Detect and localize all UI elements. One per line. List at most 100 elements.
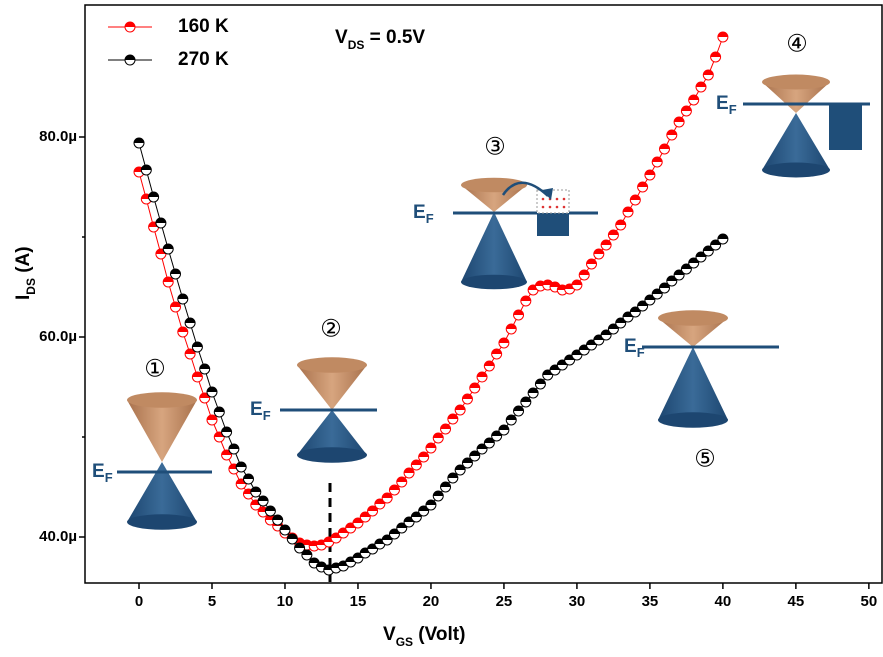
upper-cone-top — [127, 392, 197, 408]
data-point — [403, 467, 415, 479]
data-point — [571, 279, 583, 291]
data-point — [637, 181, 649, 193]
data-point — [418, 451, 430, 463]
data-point — [206, 386, 218, 398]
x-tick-label: 5 — [208, 593, 216, 610]
upper-cone-top — [762, 74, 830, 90]
data-point — [447, 472, 459, 484]
data-point — [622, 206, 634, 218]
data-point — [666, 275, 678, 287]
fermi-label-main: E — [624, 336, 637, 357]
lower-cone-base — [658, 412, 728, 428]
upper-cone-top — [461, 177, 527, 193]
lower-cone-base — [762, 162, 830, 178]
diagram-number: ② — [320, 315, 342, 342]
x-tick-label: 15 — [350, 593, 367, 610]
data-point — [644, 294, 656, 306]
data-point — [476, 443, 488, 455]
x-axis-label: VGS (Volt) — [383, 624, 465, 649]
data-point — [600, 239, 612, 251]
y-tick-label: 40.0µ — [39, 528, 77, 545]
data-point — [199, 392, 211, 404]
data-point — [410, 511, 422, 523]
data-point — [388, 528, 400, 540]
data-point — [206, 414, 218, 426]
fermi-label-sub: F — [426, 211, 434, 226]
data-point — [235, 461, 247, 473]
data-point — [651, 288, 663, 300]
data-point — [527, 387, 539, 399]
data-point — [140, 164, 152, 176]
diagram-number: ④ — [786, 30, 808, 57]
data-point — [396, 522, 408, 534]
x-tick-label: 35 — [642, 593, 659, 610]
data-point — [498, 337, 510, 349]
data-point — [688, 257, 700, 269]
data-point — [272, 514, 284, 526]
data-point — [483, 437, 495, 449]
x-tick-label: 30 — [569, 593, 586, 610]
data-point — [221, 426, 233, 438]
data-point — [177, 326, 189, 338]
fermi-label: EF — [716, 93, 737, 117]
data-point — [629, 194, 641, 206]
data-point — [257, 495, 269, 507]
carrier-dot — [562, 205, 566, 209]
data-point — [717, 31, 729, 43]
fermi-label-main: E — [92, 461, 105, 482]
data-point — [432, 432, 444, 444]
fermi-label-main: E — [250, 399, 263, 420]
data-point — [162, 243, 174, 255]
upper-cone — [762, 82, 830, 113]
data-point — [651, 156, 663, 168]
data-point — [702, 245, 714, 257]
y-tick-label: 80.0µ — [39, 128, 77, 145]
data-point — [367, 505, 379, 517]
fermi-label: EF — [624, 336, 645, 360]
lower-cone — [762, 113, 830, 170]
lower-cone — [297, 410, 367, 455]
data-point — [520, 396, 532, 408]
data-point — [673, 116, 685, 128]
data-point — [461, 393, 473, 405]
data-point — [491, 348, 503, 360]
filled-states — [829, 104, 862, 150]
data-point — [695, 81, 707, 93]
carrier-dot — [548, 205, 552, 209]
data-point — [637, 300, 649, 312]
data-point — [242, 473, 254, 485]
data-point — [578, 269, 590, 281]
upper-cone-top — [658, 310, 728, 326]
fermi-label-sub: F — [263, 408, 271, 423]
y-tick-label: 60.0µ — [39, 328, 77, 345]
data-point — [279, 524, 291, 536]
diagram-number: ⑤ — [694, 445, 716, 472]
data-point — [586, 258, 598, 270]
fermi-label-main: E — [716, 93, 729, 114]
x-tick-label: 45 — [788, 593, 805, 610]
data-point — [454, 464, 466, 476]
data-point — [286, 533, 298, 545]
data-point — [264, 505, 276, 517]
data-point — [199, 363, 211, 375]
annotation: VDS = 0.5V — [335, 27, 425, 52]
data-point — [659, 282, 671, 294]
data-point — [184, 317, 196, 329]
data-point — [717, 233, 729, 245]
x-tick-label: 20 — [423, 593, 440, 610]
x-tick-label: 10 — [277, 593, 294, 610]
empty-states — [536, 189, 570, 214]
upper-cone — [297, 365, 367, 410]
data-point — [148, 191, 160, 203]
carrier-dot — [555, 205, 559, 209]
data-point — [513, 405, 525, 417]
carrier-dot — [541, 205, 545, 209]
data-point — [381, 492, 393, 504]
data-point — [520, 295, 532, 307]
diagram-number: ③ — [484, 133, 506, 160]
data-point — [374, 498, 386, 510]
data-point — [607, 323, 619, 335]
data-point — [461, 457, 473, 469]
